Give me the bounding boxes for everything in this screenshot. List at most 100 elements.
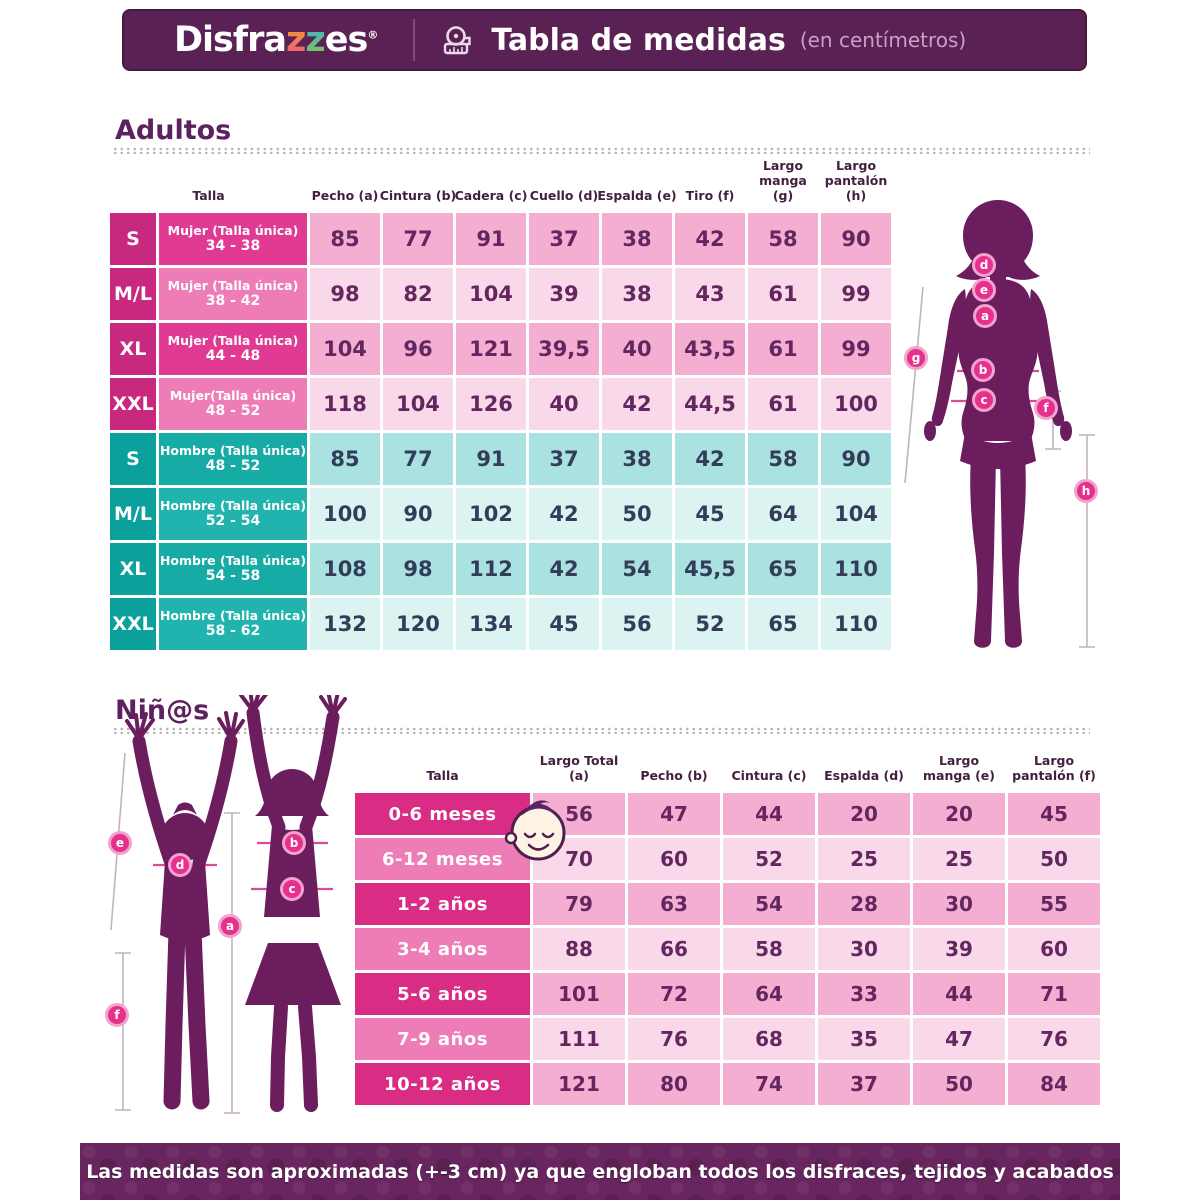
measure-value: 90 (821, 433, 891, 485)
size-cell: XL (110, 543, 156, 595)
column-header: Largo manga (e) (923, 753, 995, 783)
adults-table-row: S Hombre (Talla única) 48 - 52 85 77 91 … (110, 433, 891, 485)
measure-value: 64 (748, 488, 818, 540)
group-range: 34 - 38 (205, 238, 261, 255)
size-cell: XXL (110, 598, 156, 650)
adults-table: Talla Pecho (a) Cintura (b) Cadera (c) C… (110, 155, 891, 650)
age-cell: 1-2 años (355, 883, 530, 925)
adults-section-title: Adultos (115, 115, 232, 146)
marker-c: c (280, 877, 304, 901)
measure-value: 91 (456, 433, 526, 485)
group-name: Mujer (Talla única) (167, 333, 299, 349)
kids-table-row: 6-12 meses 70 60 52 25 25 50 (355, 838, 1100, 880)
measure-value: 45 (529, 598, 599, 650)
measure-value: 61 (748, 323, 818, 375)
column-header: Cintura (c) (731, 768, 807, 783)
column-header: Talla (192, 188, 225, 203)
group-name: Hombre (Talla única) (159, 608, 307, 624)
measure-value: 82 (383, 268, 453, 320)
measure-value: 47 (913, 1018, 1005, 1060)
measure-value: 74 (723, 1063, 815, 1105)
measure-value: 45 (1008, 793, 1100, 835)
marker-f: f (1034, 396, 1058, 420)
measure-value: 44 (913, 973, 1005, 1015)
size-cell: M/L (110, 488, 156, 540)
measure-value: 66 (628, 928, 720, 970)
column-header: Talla (426, 768, 459, 783)
measure-value: 98 (310, 268, 380, 320)
measure-value: 90 (821, 213, 891, 265)
registered-mark: ® (367, 28, 378, 42)
measure-value: 60 (628, 838, 720, 880)
measure-value: 37 (818, 1063, 910, 1105)
measure-value: 43 (675, 268, 745, 320)
measure-value: 112 (456, 543, 526, 595)
column-header: Cuello (d) (529, 188, 599, 203)
measure-value: 44 (723, 793, 815, 835)
measure-value: 90 (383, 488, 453, 540)
measure-value: 20 (913, 793, 1005, 835)
group-range: 54 - 58 (205, 568, 261, 585)
measure-value: 63 (628, 883, 720, 925)
column-header: Largo pantalón (h) (824, 158, 888, 203)
measure-value: 76 (1008, 1018, 1100, 1060)
footer-note: Las medidas son aproximadas (+-3 cm) ya … (86, 1160, 1114, 1183)
measure-value: 40 (529, 378, 599, 430)
adults-table-row: XXL Hombre (Talla única) 58 - 62 132 120… (110, 598, 891, 650)
measure-value: 76 (628, 1018, 720, 1060)
group-name: Hombre (Talla única) (159, 553, 307, 569)
children-silhouettes (110, 687, 347, 1114)
adults-table-row: XL Hombre (Talla única) 54 - 58 108 98 1… (110, 543, 891, 595)
measure-value: 110 (821, 543, 891, 595)
measure-value: 104 (456, 268, 526, 320)
measure-value: 88 (533, 928, 625, 970)
measure-value: 60 (1008, 928, 1100, 970)
marker-f: f (105, 1003, 129, 1027)
size-cell: XL (110, 323, 156, 375)
measure-value: 111 (533, 1018, 625, 1060)
group-name: Mujer (Talla única) (167, 278, 299, 294)
measure-value: 50 (1008, 838, 1100, 880)
adults-table-row: M/L Hombre (Talla única) 52 - 54 100 90 … (110, 488, 891, 540)
adult-figure: d e a g b c f h (893, 195, 1105, 665)
logo-text: Disfra (174, 20, 287, 60)
measure-value: 79 (533, 883, 625, 925)
measure-value: 104 (310, 323, 380, 375)
measure-value: 42 (529, 488, 599, 540)
measure-value: 72 (628, 973, 720, 1015)
group-name: Mujer (Talla única) (167, 223, 299, 239)
adults-table-row: M/L Mujer (Talla única) 38 - 42 98 82 10… (110, 268, 891, 320)
column-header: Espalda (e) (597, 188, 677, 203)
measure-value: 54 (723, 883, 815, 925)
column-header: Tiro (f) (685, 188, 735, 203)
measure-value: 38 (602, 268, 672, 320)
age-cell: 10-12 años (355, 1063, 530, 1105)
group-range: 38 - 42 (205, 293, 261, 310)
kids-table-row: 0-6 meses 56 47 44 20 20 45 (355, 793, 1100, 835)
marker-e: e (108, 831, 132, 855)
measure-value: 44,5 (675, 378, 745, 430)
kids-table-row: 1-2 años 79 63 54 28 30 55 (355, 883, 1100, 925)
age-cell: 3-4 años (355, 928, 530, 970)
marker-b: b (971, 358, 995, 382)
group-cell: Mujer(Talla única) 48 - 52 (159, 378, 307, 430)
adults-dotted-rule (112, 147, 1090, 154)
group-range: 48 - 52 (205, 458, 261, 475)
measure-value: 132 (310, 598, 380, 650)
measure-value: 55 (1008, 883, 1100, 925)
kids-table: Talla Largo Total (a) Pecho (b) Cintura … (355, 735, 1100, 1105)
age-cell: 0-6 meses (355, 793, 530, 835)
age-cell: 6-12 meses (355, 838, 530, 880)
group-cell: Hombre (Talla única) 58 - 62 (159, 598, 307, 650)
group-name: Hombre (Talla única) (159, 443, 307, 459)
measure-value: 58 (748, 433, 818, 485)
column-header: Pecho (a) (311, 188, 379, 203)
group-name: Hombre (Talla única) (159, 498, 307, 514)
brand-logo: Disfrazzes® (174, 20, 378, 60)
marker-b: b (282, 831, 306, 855)
column-header: Pecho (b) (640, 768, 708, 783)
measure-value: 71 (1008, 973, 1100, 1015)
measure-value: 38 (602, 213, 672, 265)
measure-value: 96 (383, 323, 453, 375)
measure-value: 42 (675, 433, 745, 485)
